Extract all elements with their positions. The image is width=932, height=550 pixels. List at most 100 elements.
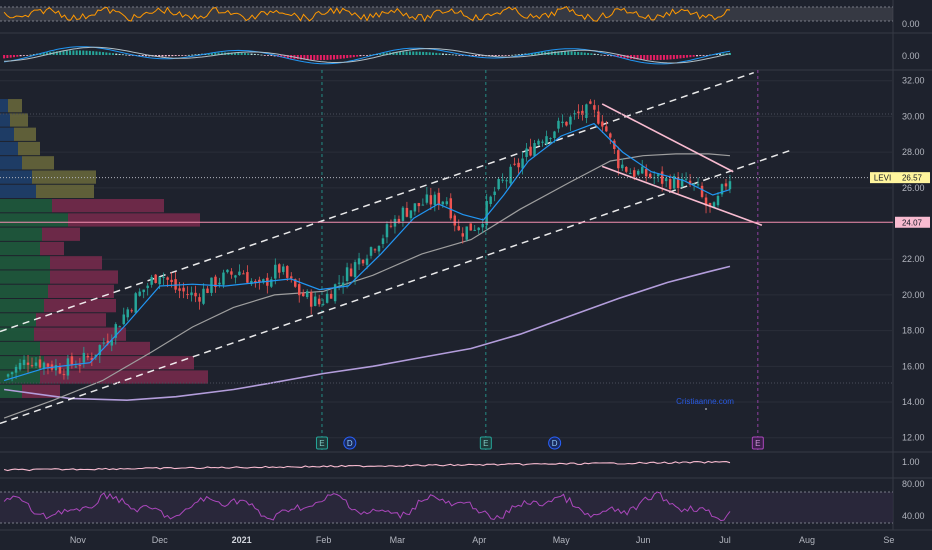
macd-bar [187,54,190,56]
macd-bar [636,55,639,60]
rsi-axis-label-80: 80.00 [902,479,925,489]
macd-bar [108,52,111,55]
candle-body [660,171,664,184]
candle-body [473,229,476,231]
candle-body [325,293,329,303]
macd-bar [16,55,19,57]
candle-body [242,273,245,275]
rsi-band [0,492,893,523]
macd-bar [653,55,656,61]
macd-bar [3,55,6,59]
candle-body [453,215,457,226]
macd-bar [425,52,428,55]
price-tick-label: 12.00 [902,433,925,443]
macd-bar [715,53,718,55]
macd-bar [260,54,263,56]
candle-body [194,292,197,297]
macd-bar [573,51,576,55]
volume-profile-bar-down [50,270,118,284]
macd-bar [144,55,147,57]
macd-bar [570,51,573,55]
candle-body [601,121,604,127]
macd-bar [39,53,42,55]
macd-bar [692,55,695,57]
macd-bar [682,55,685,59]
macd-bar [184,55,187,56]
volume-profile-bar-down [22,384,60,398]
price-tick-label: 30.00 [902,111,925,121]
macd-bar [125,54,128,56]
candle-body [680,178,684,187]
macd-bar [230,52,233,55]
candle-body [305,291,309,298]
macd-axis-label: 0.00 [902,51,920,61]
price-tick-label: 20.00 [902,290,925,300]
candle-body [489,196,492,204]
macd-bar [26,55,29,56]
volume-profile-bar-up [0,241,40,256]
channel-line [0,71,754,333]
candle-body [262,279,265,283]
candle-body [728,181,732,190]
macd-bar [669,55,672,60]
event-marker-earnings[interactable]: E [479,436,492,450]
macd-bar [98,51,101,55]
macd-bar [623,55,626,59]
macd-bar [22,55,25,56]
candle-body [497,179,500,190]
macd-bar [9,55,12,58]
candle-body [545,136,548,145]
macd-bar [138,55,141,56]
volume-profile-bar-up [0,227,42,241]
volume-profile-bar-up [0,141,18,156]
candle-body [222,272,225,285]
macd-bar [643,55,646,60]
price-axis: 32.00 30.00 28.00 26.00 22.00 20.00 18.00 16.00… [902,76,925,443]
macd-bar [85,50,88,55]
candle-body [581,110,584,115]
macd-bar [649,55,652,61]
candle-body [206,288,209,293]
time-tick-label: Jun [636,535,651,545]
candle-body [493,191,496,196]
macd-bar [461,55,464,56]
candle-body [66,358,70,376]
candle-body [609,133,612,138]
event-marker-dividend[interactable]: D [343,436,357,450]
macd-bar [445,53,448,55]
event-marker-dividend[interactable]: D [548,436,562,450]
symbol-badge-bg [870,172,895,184]
macd-bar [329,55,332,60]
rs-axis-label: 1.00 [902,457,920,467]
macd-bar [65,50,68,55]
macd-bar [336,55,339,60]
event-marker-earnings[interactable]: E [315,436,328,450]
macd-bar [689,55,692,58]
candle-body [704,197,708,206]
volume-profile-bar-down [44,298,116,313]
macd-bar [19,55,22,57]
macd-bar [590,53,593,55]
macd-bar [217,52,220,55]
macd-bar [69,50,72,55]
candle-body [361,259,365,264]
candle-body [549,138,552,140]
candle-body [134,293,137,313]
event-marker-future[interactable]: E [751,436,764,450]
macd-bar [82,50,85,55]
candle-body [301,292,305,297]
candle-body [569,116,572,125]
candle-body [122,314,125,325]
trend-channel [0,71,791,425]
macd-bar [646,55,649,60]
candle-body [525,148,528,157]
volume-profile-bar-up [0,213,68,227]
candle-body [505,180,508,182]
macd-bar [603,55,606,56]
macd-bar [333,55,336,60]
volume-profile-bar-down [44,356,194,370]
